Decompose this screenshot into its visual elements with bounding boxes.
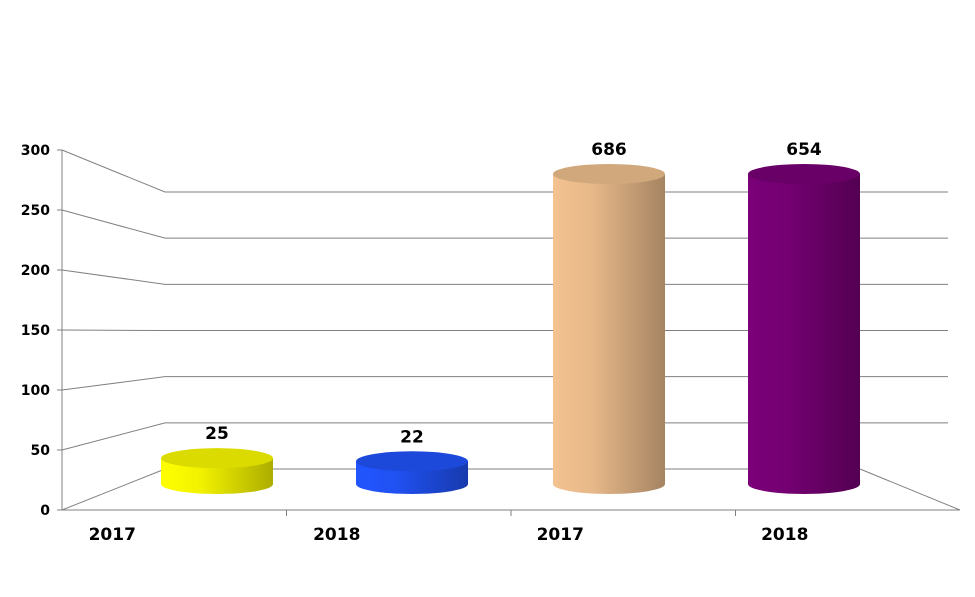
x-tick-label: 2018	[313, 525, 360, 545]
data-label: 25	[205, 424, 229, 444]
bar-top	[161, 448, 273, 469]
floor-right-edge	[859, 468, 961, 511]
gridline	[61, 376, 948, 391]
floor-left-edge	[61, 468, 166, 511]
x-axis-ticks: 2017 2018 2017 2018	[89, 510, 808, 545]
bar	[748, 164, 860, 494]
y-tick-label: 200	[21, 263, 50, 279]
x-tick-label: 2017	[89, 525, 136, 545]
bar-body	[748, 174, 860, 494]
y-tick-label: 100	[21, 383, 50, 399]
x-tick-label: 2018	[761, 525, 808, 545]
data-label: 654	[786, 140, 822, 160]
y-tick-label: 150	[21, 323, 50, 339]
gridline	[61, 269, 948, 285]
gridline	[61, 149, 948, 193]
gridlines	[61, 149, 948, 451]
bar-body	[553, 174, 665, 494]
gridline	[61, 329, 948, 331]
y-tick-label: 0	[40, 503, 50, 519]
y-tick-label: 250	[21, 203, 50, 219]
bars: 25 22 686 654	[161, 140, 860, 494]
y-tick-label: 50	[31, 443, 51, 459]
bar-body	[161, 458, 273, 494]
y-tick-label: 300	[21, 143, 50, 159]
bar	[553, 164, 665, 494]
bar	[356, 451, 468, 494]
gridline	[61, 422, 948, 451]
bar	[161, 448, 273, 494]
data-label: 686	[591, 140, 627, 160]
y-axis-ticks: 0 50 100 150 200 250 300	[21, 143, 62, 519]
bar-top	[748, 164, 860, 184]
x-tick-label: 2017	[537, 525, 584, 545]
gridline	[61, 209, 948, 239]
bar-top	[356, 451, 468, 472]
data-label: 22	[400, 427, 424, 447]
bar-top	[553, 164, 665, 184]
